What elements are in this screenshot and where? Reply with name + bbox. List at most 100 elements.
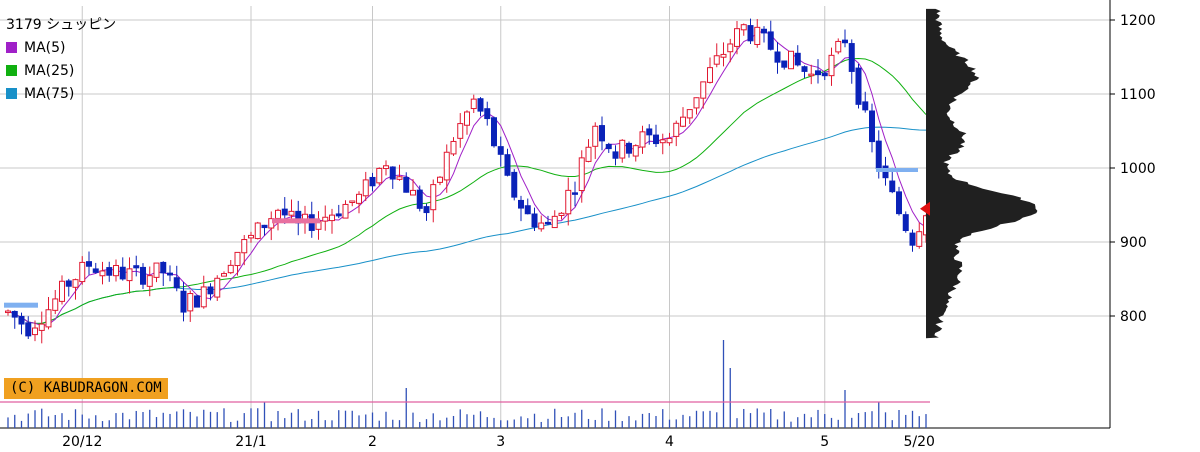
candle-body xyxy=(747,25,754,42)
candle-body xyxy=(362,179,369,197)
legend-label: MA(75) xyxy=(24,85,75,102)
candle-body xyxy=(167,272,173,276)
candle-body xyxy=(268,218,275,229)
candle-body xyxy=(572,192,578,195)
candle-body xyxy=(450,140,457,155)
candle-body xyxy=(153,262,160,278)
candle-body xyxy=(443,151,450,181)
candle-body xyxy=(524,205,531,215)
candle-body xyxy=(59,280,65,302)
candle-body xyxy=(713,55,720,65)
x-tick-label: 2 xyxy=(368,434,377,450)
candle-body xyxy=(275,209,281,219)
candle-body xyxy=(734,28,740,47)
candle-body xyxy=(727,43,734,53)
candle-body xyxy=(862,101,869,111)
candle-body xyxy=(45,309,52,328)
legend-swatch xyxy=(6,42,17,53)
legend-swatch xyxy=(6,65,17,76)
candle-body xyxy=(79,261,86,283)
x-tick-label: 20/12 xyxy=(62,434,102,450)
candle-body xyxy=(659,139,666,144)
x-tick-label: 4 xyxy=(665,434,674,450)
candle-body xyxy=(173,277,180,289)
candle-body xyxy=(146,275,153,287)
candle-body xyxy=(403,176,410,193)
candle-body xyxy=(619,139,626,159)
candle-body xyxy=(234,251,241,267)
candle-body xyxy=(457,123,464,139)
candle-body xyxy=(470,98,477,110)
candle-body xyxy=(686,109,693,119)
y-tick-label: 1100 xyxy=(1120,87,1156,103)
candle-body xyxy=(639,131,646,148)
candle-body xyxy=(855,67,862,105)
candle-body xyxy=(653,134,659,145)
candle-body xyxy=(86,261,92,267)
range-marker xyxy=(272,218,320,224)
candle-body xyxy=(464,111,470,126)
candle-body xyxy=(558,212,565,216)
range-marker xyxy=(876,168,918,172)
candle-body xyxy=(821,72,828,77)
candle-body xyxy=(106,267,113,276)
candle-body xyxy=(808,73,815,77)
candle-body xyxy=(180,290,187,313)
candle-body xyxy=(99,270,106,277)
candle-body xyxy=(875,140,882,170)
legend-ma75: MA(75) xyxy=(6,82,116,105)
candle-body xyxy=(227,264,234,274)
credit-badge: (C) KABUDRAGON.COM xyxy=(4,378,168,399)
candle-body xyxy=(160,261,167,274)
candle-body xyxy=(437,176,443,183)
candle-body xyxy=(504,154,511,176)
candle-body xyxy=(828,54,835,77)
candle-body xyxy=(842,39,848,44)
candle-body xyxy=(140,266,146,285)
chart-legend: 3179 シュッピン MA(5) MA(25) MA(75) xyxy=(6,14,116,105)
candle-body xyxy=(680,116,686,127)
candle-body xyxy=(5,310,11,314)
candle-body xyxy=(396,176,403,180)
candle-body xyxy=(214,277,221,298)
y-tick-label: 800 xyxy=(1120,309,1147,325)
candle-body xyxy=(585,146,592,162)
candle-body xyxy=(545,221,551,225)
candle-body xyxy=(538,222,545,230)
candle-body xyxy=(497,146,504,155)
x-tick-label: 21/1 xyxy=(235,434,266,450)
candle-body xyxy=(848,43,855,72)
candle-body xyxy=(207,286,214,295)
candle-body xyxy=(119,266,126,280)
candle-body xyxy=(200,286,207,308)
legend-ma5: MA(5) xyxy=(6,36,116,59)
candle-body xyxy=(551,215,558,229)
candle-body xyxy=(430,184,437,211)
candle-body xyxy=(835,40,842,53)
candle-body xyxy=(187,293,194,312)
candle-body xyxy=(511,171,518,198)
candle-body xyxy=(369,176,376,187)
candle-body xyxy=(52,298,59,311)
candle-body xyxy=(916,231,923,247)
candle-body xyxy=(693,97,700,109)
candle-body xyxy=(666,137,673,144)
candle-body xyxy=(767,31,774,50)
x-tick-label: 5 xyxy=(820,434,829,450)
legend-label: MA(25) xyxy=(24,62,75,79)
candle-body xyxy=(889,180,896,193)
candle-body xyxy=(126,268,133,282)
candle-body xyxy=(423,206,430,214)
candle-body xyxy=(815,70,821,76)
volume-profile-histogram xyxy=(926,8,1038,339)
candle-body xyxy=(754,26,761,45)
y-tick-label: 1200 xyxy=(1120,13,1156,29)
candle-body xyxy=(376,167,383,184)
candle-body xyxy=(32,327,38,336)
candle-body xyxy=(673,122,680,137)
candle-body xyxy=(599,125,605,142)
candle-body xyxy=(416,189,423,209)
candle-body xyxy=(781,60,788,68)
